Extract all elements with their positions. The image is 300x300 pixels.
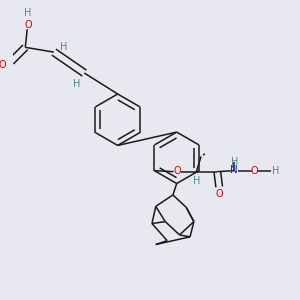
Text: O: O (24, 20, 32, 30)
Text: H: H (193, 176, 200, 186)
Text: H: H (73, 80, 80, 89)
Text: H: H (231, 157, 238, 167)
Text: O: O (173, 166, 181, 176)
Text: O: O (250, 166, 258, 176)
Text: H: H (272, 166, 279, 176)
Text: H: H (25, 8, 32, 18)
Text: O: O (215, 188, 223, 199)
Text: H: H (60, 42, 67, 52)
Text: O: O (0, 60, 6, 70)
Text: N: N (230, 165, 237, 175)
